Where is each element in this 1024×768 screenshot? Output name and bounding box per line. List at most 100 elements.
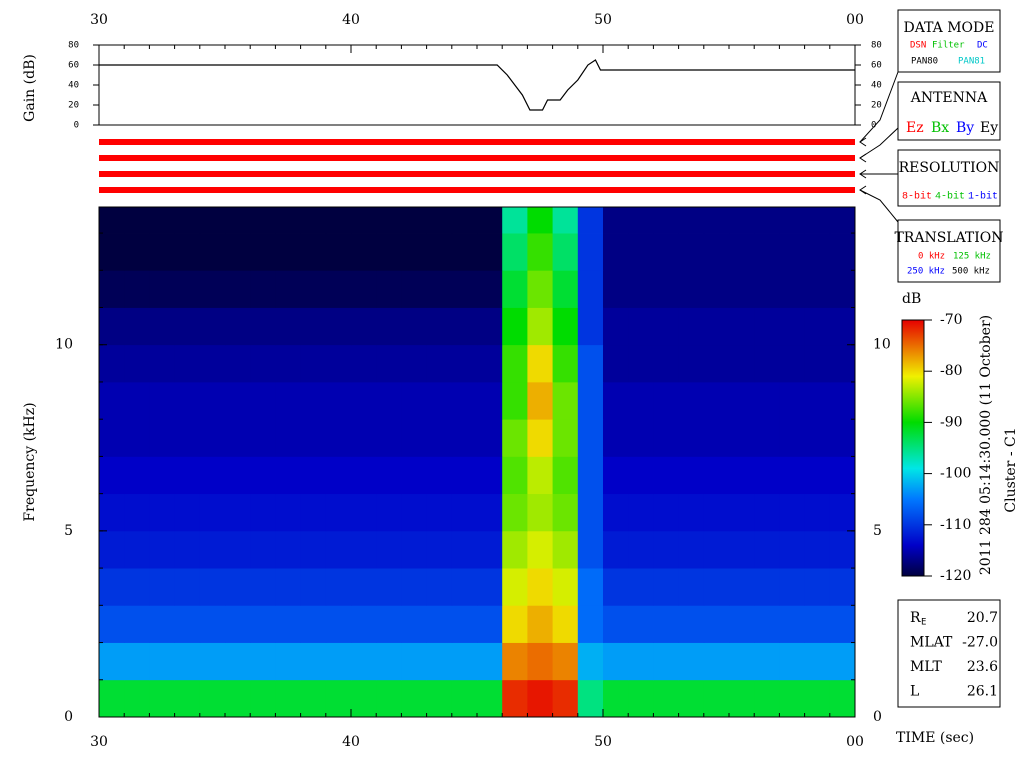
cell — [703, 530, 730, 569]
cell — [275, 679, 301, 718]
cell — [199, 456, 226, 495]
option: By — [956, 120, 974, 136]
y-tick-label: 10 — [873, 337, 891, 353]
y-tick-label: 5 — [873, 523, 882, 539]
box-title: DATA MODE — [904, 20, 995, 36]
cell — [729, 493, 755, 532]
cell — [678, 605, 705, 643]
cell — [729, 307, 755, 346]
cell — [729, 642, 755, 681]
cell — [199, 493, 226, 532]
cell — [729, 270, 755, 308]
cell — [703, 642, 730, 681]
cell — [325, 207, 352, 234]
cell — [174, 307, 201, 346]
cell — [653, 307, 679, 346]
cell — [477, 207, 503, 234]
cell — [376, 207, 402, 234]
cell — [376, 679, 402, 718]
cell — [199, 530, 226, 569]
option: DC — [977, 41, 988, 51]
cell — [779, 344, 805, 383]
x-tick-label: 40 — [342, 12, 360, 28]
cell — [603, 679, 629, 718]
cell — [225, 642, 251, 681]
cell — [149, 233, 175, 271]
cell — [174, 207, 201, 234]
cell — [325, 344, 352, 383]
cell — [829, 456, 856, 495]
colorbar-tick-label: -100 — [940, 466, 971, 482]
cell — [99, 642, 125, 681]
cell — [653, 344, 679, 383]
cell — [829, 419, 856, 457]
cell — [729, 233, 755, 271]
cell — [275, 493, 301, 532]
cell — [829, 270, 856, 308]
cell — [628, 493, 654, 532]
option: Bx — [931, 120, 949, 136]
cell — [351, 344, 377, 383]
cell — [678, 207, 705, 234]
cell — [451, 344, 478, 383]
cell — [174, 419, 201, 457]
cell — [351, 456, 377, 495]
translation-box — [897, 219, 1001, 283]
cell — [779, 307, 805, 346]
cell — [552, 207, 579, 234]
colorbar-tick-label: -80 — [940, 363, 963, 379]
cell — [754, 344, 780, 383]
cell — [628, 381, 654, 420]
cell — [199, 270, 226, 308]
cell — [678, 456, 705, 495]
x-tick-label: 00 — [846, 734, 864, 750]
cell — [275, 642, 301, 681]
cell — [552, 530, 579, 569]
cell — [779, 605, 805, 643]
cell — [275, 207, 301, 234]
cell — [577, 530, 604, 569]
y-tick-label: 40 — [871, 81, 882, 91]
cell — [628, 270, 654, 308]
status-bar — [99, 139, 855, 145]
option: Ey — [980, 120, 998, 136]
cell — [477, 568, 503, 606]
cell — [300, 270, 327, 308]
cell — [401, 679, 427, 718]
cell — [451, 642, 478, 681]
cell — [703, 233, 730, 271]
x-tick-label: 50 — [594, 12, 612, 28]
option: Ez — [906, 120, 924, 136]
cell — [225, 493, 251, 532]
orbit-value: 20.7 — [967, 610, 998, 626]
cell — [225, 456, 251, 495]
cell — [829, 307, 856, 346]
cell — [552, 493, 579, 532]
cell — [754, 530, 780, 569]
cell — [477, 270, 503, 308]
cell — [527, 307, 553, 346]
cell — [225, 381, 251, 420]
cell — [804, 344, 831, 383]
cell — [779, 493, 805, 532]
cell — [678, 270, 705, 308]
cell — [124, 493, 150, 532]
cell — [300, 456, 327, 495]
cell — [199, 233, 226, 271]
cell — [351, 642, 377, 681]
cell — [477, 419, 503, 457]
cell — [401, 381, 427, 420]
cell — [804, 642, 831, 681]
cell — [99, 381, 125, 420]
cell — [250, 344, 276, 383]
cell — [527, 605, 553, 643]
cell — [527, 419, 553, 457]
cell — [451, 568, 478, 606]
cell — [250, 493, 276, 532]
colorbar-title: dB — [902, 291, 921, 307]
orbit-label: L — [910, 684, 919, 700]
orbit-label: MLAT — [910, 635, 953, 651]
cell — [628, 307, 654, 346]
cell — [804, 207, 831, 234]
status-bar — [99, 171, 855, 177]
